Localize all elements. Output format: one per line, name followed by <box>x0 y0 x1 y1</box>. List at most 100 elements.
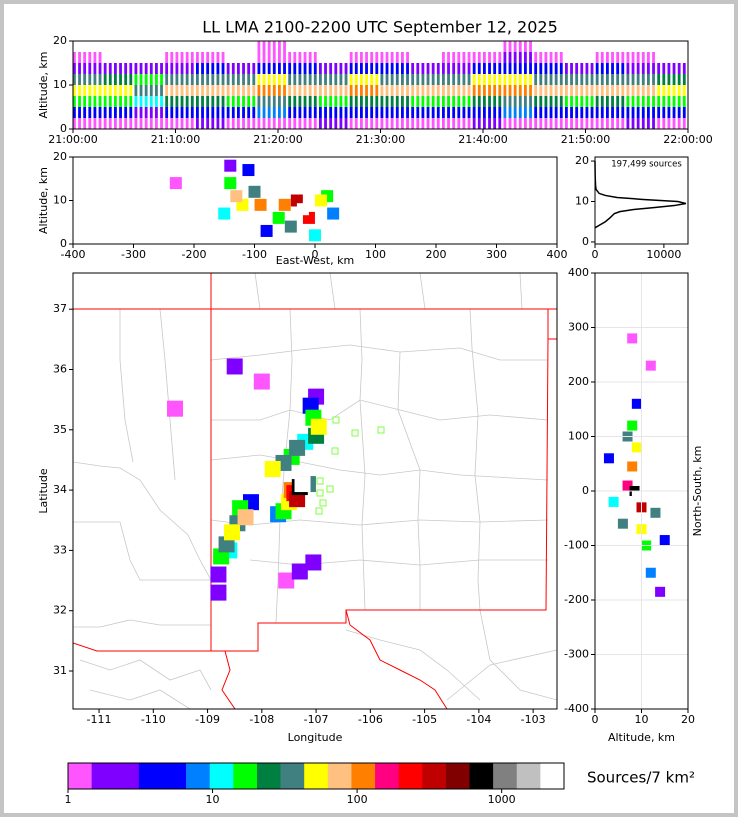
density-cell <box>565 63 568 74</box>
source-cell <box>302 397 319 414</box>
density-cell <box>257 107 261 118</box>
density-cell <box>375 85 379 96</box>
density-cell <box>257 52 261 63</box>
density-cell <box>324 96 327 107</box>
density-cell <box>114 63 117 74</box>
density-cell <box>283 63 286 74</box>
density-cell <box>257 74 261 85</box>
density-cell <box>498 118 502 129</box>
source-cell <box>627 461 638 472</box>
density-cell <box>165 74 169 85</box>
density-cell <box>667 74 671 85</box>
density-cell <box>395 107 399 118</box>
density-cell <box>324 74 327 85</box>
density-cell <box>324 107 327 118</box>
panel <box>167 358 327 601</box>
density-cell <box>524 74 527 85</box>
density-cell <box>447 107 450 118</box>
density-cell <box>518 63 522 74</box>
density-cell <box>221 85 225 96</box>
density-cell <box>508 52 512 63</box>
density-cell <box>472 85 476 96</box>
density-cell <box>339 107 343 118</box>
density-cell <box>226 63 230 74</box>
density-cell <box>636 85 640 96</box>
density-cell <box>160 107 163 118</box>
density-cell <box>590 118 594 129</box>
density-cell <box>600 85 604 96</box>
density-cell <box>339 96 343 107</box>
density-cell <box>185 63 189 74</box>
density-cell <box>237 74 240 85</box>
density-cell <box>175 96 179 107</box>
source-cell <box>631 442 642 453</box>
density-cell <box>129 63 133 74</box>
density-cell <box>196 52 199 63</box>
density-cell <box>349 107 353 118</box>
density-cell <box>380 52 384 63</box>
x-tick-label: 21:40:00 <box>458 133 507 146</box>
density-cell <box>662 63 666 74</box>
density-cell <box>390 85 394 96</box>
density-cell <box>257 63 261 74</box>
density-cell <box>324 85 327 96</box>
source-cell <box>659 535 670 546</box>
x-tick-label: -104 <box>466 713 491 726</box>
density-cell <box>641 85 645 96</box>
density-cell <box>590 63 594 74</box>
density-cell <box>98 74 102 85</box>
density-cell <box>257 85 261 96</box>
density-cell <box>498 96 502 107</box>
density-cell <box>611 52 614 63</box>
density-cell <box>390 74 394 85</box>
density-cell <box>303 107 307 118</box>
source-cell <box>254 198 267 211</box>
density-cell <box>160 63 163 74</box>
density-cell <box>211 63 215 74</box>
density-cell <box>667 63 671 74</box>
density-cell <box>472 52 476 63</box>
density-cell <box>283 85 286 96</box>
density-cell <box>421 107 425 118</box>
density-cell <box>221 107 225 118</box>
density-cell <box>565 74 568 85</box>
y-tick-label: 20 <box>53 150 67 163</box>
colorbar-segment <box>280 763 305 789</box>
density-cell <box>170 52 174 63</box>
density-cell <box>144 85 148 96</box>
density-cell <box>149 96 153 107</box>
source-cell <box>655 586 666 597</box>
density-cell <box>88 96 92 107</box>
density-cell <box>190 63 194 74</box>
x-tick-label: -110 <box>141 713 166 726</box>
y-tick-label: -400 <box>564 702 589 715</box>
density-cell <box>518 85 522 96</box>
density-cell <box>180 96 184 107</box>
density-cell <box>380 85 384 96</box>
density-cell <box>196 74 199 85</box>
density-cell <box>103 63 107 74</box>
density-cell <box>119 85 122 96</box>
density-cell <box>175 74 179 85</box>
density-cell <box>401 63 404 74</box>
density-cell <box>185 107 189 118</box>
density-cell <box>534 118 538 129</box>
density-cell <box>160 85 163 96</box>
density-cell <box>647 107 650 118</box>
density-cell <box>375 107 379 118</box>
density-cell <box>242 118 245 129</box>
density-cell <box>606 63 609 74</box>
density-cell <box>180 74 184 85</box>
density-cell <box>672 118 676 129</box>
density-cell <box>570 96 573 107</box>
density-cell <box>575 85 579 96</box>
density-cell <box>354 63 358 74</box>
density-cell <box>83 107 87 118</box>
density-cell <box>319 74 322 85</box>
density-cell <box>570 85 573 96</box>
density-cell <box>293 52 297 63</box>
density-cell <box>493 85 497 96</box>
density-cell <box>237 118 240 129</box>
density-cell <box>119 107 122 118</box>
density-cell <box>503 52 507 63</box>
